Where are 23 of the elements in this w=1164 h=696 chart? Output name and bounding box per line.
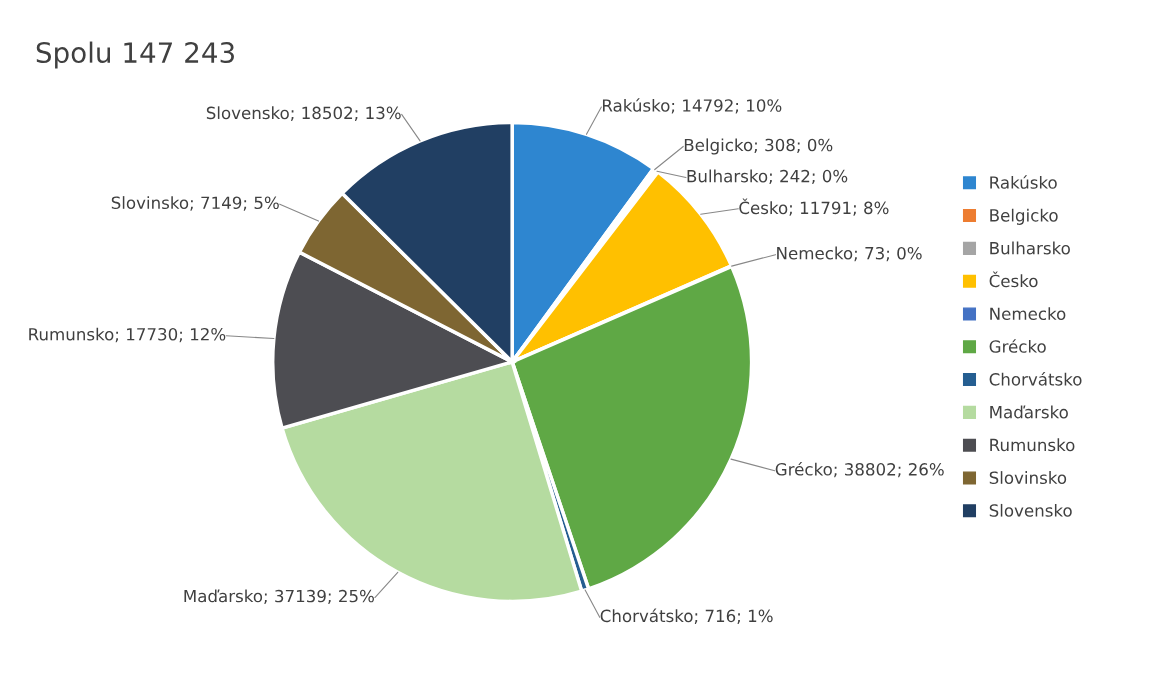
legend-label: Bulharsko bbox=[990, 241, 1070, 255]
legend-label: Česko bbox=[989, 271, 1038, 288]
data-label: Česko; 11791; 8% bbox=[739, 198, 889, 216]
chart-title: Spolu 147 243 bbox=[36, 41, 234, 69]
data-label: Maďarsko; 37139; 25% bbox=[184, 589, 374, 605]
data-label: Grécko; 38802; 26% bbox=[775, 462, 944, 478]
legend-label: Grécko bbox=[989, 339, 1046, 353]
legend-label: Slovensko bbox=[989, 503, 1072, 517]
legend-label: Chorvátsko bbox=[989, 372, 1082, 386]
data-label: Belgicko; 308; 0% bbox=[684, 138, 833, 155]
data-label: Chorvátsko; 716; 1% bbox=[600, 608, 773, 624]
data-label: Bulharsko; 242; 0% bbox=[687, 169, 848, 185]
legend-label: Maďarsko bbox=[990, 405, 1068, 419]
legend-label: Rumunsko bbox=[990, 438, 1075, 452]
legend-label: Rakúsko bbox=[990, 175, 1057, 189]
data-label: Slovinsko; 7149; 5% bbox=[111, 196, 279, 211]
data-label: Rumunsko; 17730; 12% bbox=[29, 327, 226, 343]
data-label: Slovensko; 18502; 13% bbox=[206, 106, 401, 121]
legend-label: Slovinsko bbox=[989, 471, 1067, 485]
data-label: Rakúsko; 14792; 10% bbox=[602, 98, 782, 114]
legend-label: Nemecko bbox=[990, 307, 1066, 321]
data-label: Nemecko; 73; 0% bbox=[777, 246, 922, 262]
legend-label: Belgicko bbox=[990, 208, 1058, 225]
